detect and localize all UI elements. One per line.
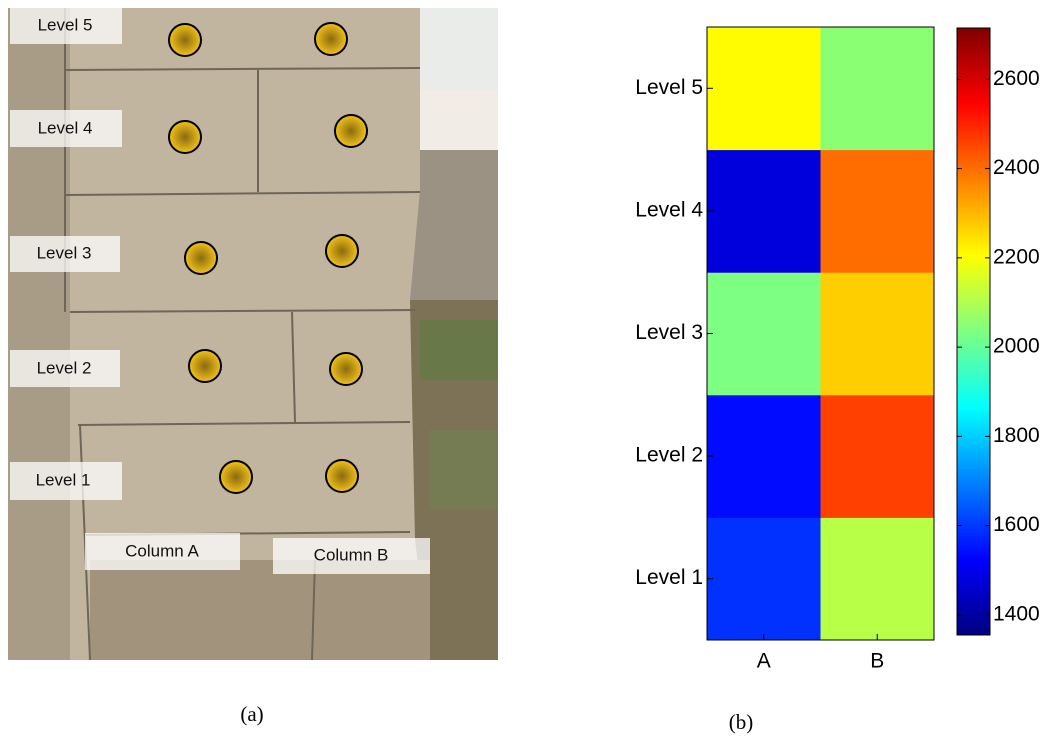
colorbar-tick-label: 2200 bbox=[993, 245, 1040, 268]
heatmap-cell bbox=[707, 394, 821, 518]
heatmap-cell bbox=[707, 272, 821, 396]
y-tick-label: Level 5 bbox=[635, 76, 703, 99]
colorbar-tick-label: 1600 bbox=[993, 513, 1040, 536]
heatmap-cell bbox=[820, 394, 935, 518]
colorbar-tick-label: 2400 bbox=[993, 156, 1040, 179]
caption: (b) bbox=[729, 710, 754, 734]
level-label: Level 4 bbox=[38, 118, 93, 137]
level-label: Level 2 bbox=[37, 358, 92, 377]
level-label: Level 1 bbox=[36, 470, 91, 489]
y-tick-label: Level 2 bbox=[635, 444, 703, 467]
colorbar-tick-label: 2600 bbox=[993, 67, 1040, 90]
colorbar-tick-label: 1400 bbox=[993, 602, 1040, 625]
x-tick-label: A bbox=[757, 650, 771, 673]
column-label: Column B bbox=[314, 545, 389, 564]
heatmap-cell bbox=[820, 149, 935, 273]
column-label: Column A bbox=[125, 541, 199, 560]
level-label: Level 3 bbox=[37, 243, 92, 262]
photo: Level 5 Level 4 Level 3 Level 2 Level 1 … bbox=[8, 8, 498, 661]
heatmap-cell bbox=[820, 27, 935, 151]
colorbar-tick-label: 1800 bbox=[993, 424, 1040, 447]
colorbar-tick-label: 2000 bbox=[993, 335, 1040, 358]
y-tick-label: Level 4 bbox=[635, 198, 703, 221]
y-tick-label: Level 1 bbox=[635, 566, 703, 589]
level-label: Level 5 bbox=[38, 15, 93, 34]
colorbar bbox=[956, 27, 991, 636]
heatmap-cell bbox=[820, 517, 935, 641]
y-tick-label: Level 3 bbox=[635, 321, 703, 344]
heatmap-cell bbox=[820, 272, 935, 396]
heatmap-cell bbox=[707, 149, 821, 273]
x-tick-label: B bbox=[870, 650, 884, 673]
heatmap-cell bbox=[707, 27, 821, 151]
caption: (a) bbox=[240, 702, 263, 726]
heatmap-cell bbox=[707, 517, 821, 641]
